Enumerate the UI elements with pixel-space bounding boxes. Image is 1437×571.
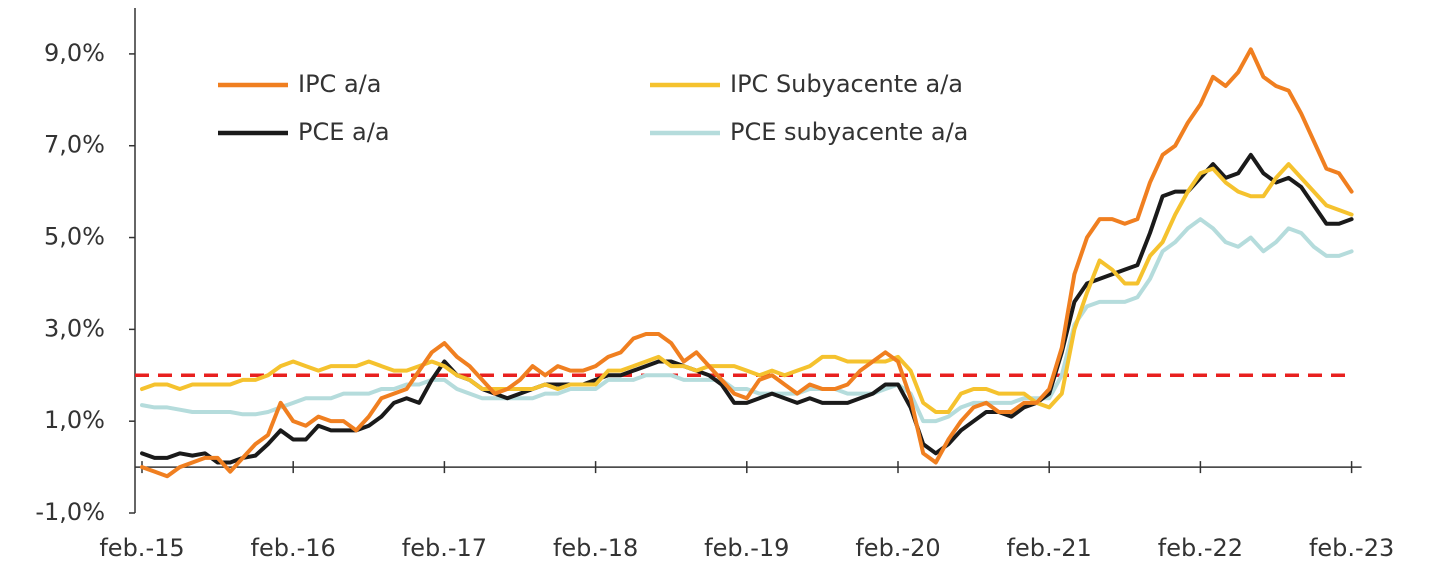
legend-label: PCE a/a <box>298 118 390 146</box>
x-tick-label: feb.-20 <box>855 534 940 562</box>
x-tick-label: feb.-21 <box>1007 534 1092 562</box>
x-tick-label: feb.-16 <box>251 534 336 562</box>
x-tick-label: feb.-17 <box>402 534 487 562</box>
legend-label: PCE subyacente a/a <box>730 118 968 146</box>
series-line <box>140 47 1354 479</box>
y-tick-label: 5,0% <box>44 223 105 251</box>
y-tick-label: 7,0% <box>44 131 105 159</box>
legend-label: IPC Subyacente a/a <box>730 70 963 98</box>
y-tick-label: -1,0% <box>35 498 105 526</box>
y-tick-label: 9,0% <box>44 39 105 67</box>
x-tick-label: feb.-15 <box>99 534 184 562</box>
series-line <box>140 162 1354 414</box>
x-tick-label: feb.-18 <box>553 534 638 562</box>
x-tick-label: feb.-22 <box>1158 534 1243 562</box>
series-line <box>140 217 1354 424</box>
legend-label: IPC a/a <box>298 70 381 98</box>
y-tick-label: 1,0% <box>44 406 105 434</box>
series-line <box>140 152 1354 465</box>
x-tick-label: feb.-19 <box>704 534 789 562</box>
x-tick-label: feb.-23 <box>1309 534 1394 562</box>
y-tick-label: 3,0% <box>44 314 105 342</box>
